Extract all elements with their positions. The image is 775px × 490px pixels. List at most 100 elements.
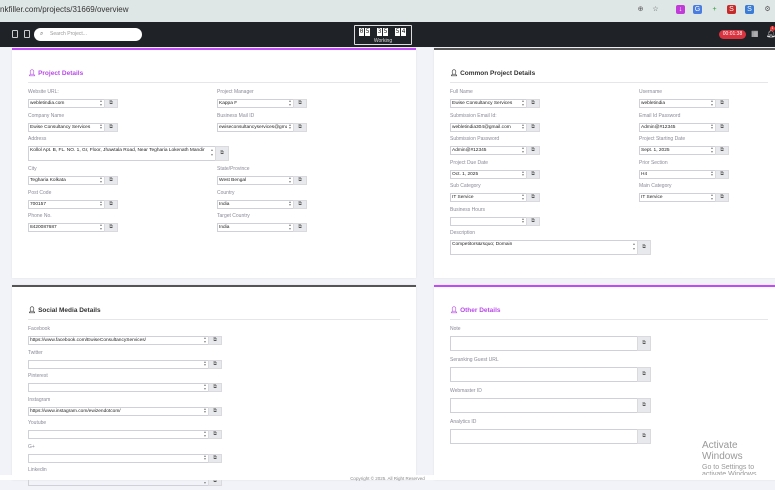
prior-section-input[interactable]: H4: [639, 169, 709, 179]
website-url-input[interactable]: webletindia.com: [28, 99, 98, 108]
copy-button[interactable]: ⧉: [637, 398, 651, 413]
submission-email-id-input[interactable]: webletindia304@gmail.com: [450, 122, 520, 132]
business-mail-id-input[interactable]: ewiseconsultancyservices@gma: [217, 122, 287, 132]
apps-grid-icon[interactable]: ▦: [751, 29, 759, 38]
url-text[interactable]: nkfiller.com/projects/31669/overview: [0, 5, 129, 14]
copy-button[interactable]: ⧉: [104, 223, 118, 232]
spinner-arrows-icon[interactable]: ▲▼: [202, 383, 208, 392]
post-code-input[interactable]: 700157: [28, 199, 98, 209]
spinner-arrows-icon[interactable]: ▲▼: [98, 223, 104, 232]
extension-icon[interactable]: ↓: [676, 5, 685, 14]
copy-button[interactable]: ⧉: [637, 336, 651, 351]
spinner-arrows-icon[interactable]: ▲▼: [709, 193, 715, 202]
spinner-arrows-icon[interactable]: ▲▼: [98, 176, 104, 185]
note-input[interactable]: [450, 336, 637, 351]
copy-button[interactable]: ⧉: [526, 193, 540, 202]
company-name-input[interactable]: Ewise Consultancy Services: [28, 122, 98, 132]
extension-icon[interactable]: S: [727, 5, 736, 14]
youtube-input[interactable]: [28, 430, 202, 439]
instagram-input[interactable]: https://www.instagram.com/ewizendotcom/: [28, 406, 202, 416]
spinner-arrows-icon[interactable]: ▲▼: [287, 99, 293, 108]
analytics-id-input[interactable]: [450, 429, 637, 444]
bookmark-star-icon[interactable]: ☆: [652, 6, 659, 13]
copy-button[interactable]: ⧉: [104, 176, 118, 185]
zoom-icon[interactable]: ⊕: [637, 6, 644, 13]
business-hours-input[interactable]: [450, 216, 520, 226]
pinterest-input[interactable]: [28, 383, 202, 392]
copy-button[interactable]: ⧉: [526, 169, 540, 179]
seranking-guest-url-input[interactable]: [450, 367, 637, 382]
spinner-arrows-icon[interactable]: ▲▼: [202, 453, 208, 463]
copy-button[interactable]: ⧉: [293, 99, 307, 108]
copy-button[interactable]: ⧉: [637, 240, 651, 255]
spinner-arrows-icon[interactable]: ▲▼: [98, 199, 104, 209]
spinner-arrows-icon[interactable]: ▲▼: [98, 99, 104, 108]
address-input[interactable]: Kollol Apt. B, FL. NO. 1, Gr, Floor, Jha…: [28, 146, 209, 161]
copy-button[interactable]: ⧉: [526, 146, 540, 155]
extensions-puzzle-icon[interactable]: ⚙: [764, 6, 771, 13]
browser-address-bar[interactable]: nkfiller.com/projects/31669/overview ⊕ ☆…: [0, 0, 775, 22]
spinner-arrows-icon[interactable]: ▲▼: [520, 216, 526, 226]
webmaster-id-input[interactable]: [450, 398, 637, 413]
copy-button[interactable]: ⧉: [208, 359, 222, 369]
description-input[interactable]: Competitors&rsquo; Domain: [450, 240, 631, 255]
search-input[interactable]: ⌕ Search Project...: [34, 28, 142, 41]
email-id-password-input[interactable]: Admin@#12345: [639, 122, 709, 132]
spinner-arrows-icon[interactable]: ▲▼: [709, 122, 715, 132]
spinner-arrows-icon[interactable]: ▲▼: [520, 99, 526, 108]
project-due-date-input[interactable]: Oct. 1, 2025: [450, 169, 520, 179]
copy-button[interactable]: ⧉: [293, 199, 307, 209]
twitter-input[interactable]: [28, 359, 202, 369]
plus-extension-icon[interactable]: +: [712, 6, 717, 13]
spinner-arrows-icon[interactable]: ▲▼: [520, 169, 526, 179]
copy-button[interactable]: ⧉: [715, 193, 729, 202]
spinner-arrows-icon[interactable]: ▲▼: [98, 122, 104, 132]
spinner-arrows-icon[interactable]: ▲▼: [520, 146, 526, 155]
copy-button[interactable]: ⧉: [715, 99, 729, 108]
copy-button[interactable]: ⧉: [104, 122, 118, 132]
bell-icon[interactable]: 🔔︎: [766, 29, 775, 38]
copy-button[interactable]: ⧉: [526, 216, 540, 226]
full-name-input[interactable]: Ewise Consultancy Services: [450, 99, 520, 108]
checklist-icon[interactable]: [24, 30, 30, 38]
spinner-arrows-icon[interactable]: ▲▼: [287, 199, 293, 209]
spinner-arrows-icon[interactable]: ▲▼: [202, 336, 208, 345]
copy-button[interactable]: ⧉: [208, 453, 222, 463]
copy-button[interactable]: ⧉: [208, 336, 222, 345]
spinner-arrows-icon[interactable]: ▲▼: [709, 146, 715, 155]
copy-button[interactable]: ⧉: [293, 223, 307, 232]
country-input[interactable]: India: [217, 199, 287, 209]
spinner-arrows-icon[interactable]: ▲▼: [202, 430, 208, 439]
copy-button[interactable]: ⧉: [208, 430, 222, 439]
target-country-input[interactable]: India: [217, 223, 287, 232]
spinner-arrows-icon[interactable]: ▲▼: [209, 146, 215, 161]
facebook-input[interactable]: https://www.facebook.com/EwiseConsultanc…: [28, 336, 202, 345]
spinner-arrows-icon[interactable]: ▲▼: [520, 122, 526, 132]
submission-password-input[interactable]: Admin@#12345: [450, 146, 520, 155]
copy-button[interactable]: ⧉: [104, 99, 118, 108]
copy-button[interactable]: ⧉: [208, 406, 222, 416]
copy-button[interactable]: ⧉: [715, 146, 729, 155]
copy-button[interactable]: ⧉: [637, 429, 651, 444]
spinner-arrows-icon[interactable]: ▲▼: [709, 169, 715, 179]
spinner-arrows-icon[interactable]: ▲▼: [287, 122, 293, 132]
copy-button[interactable]: ⧉: [715, 169, 729, 179]
spinner-arrows-icon[interactable]: ▲▼: [287, 176, 293, 185]
spinner-arrows-icon[interactable]: ▲▼: [202, 359, 208, 369]
clipboard-icon[interactable]: [12, 30, 18, 38]
translate-extension-icon[interactable]: G: [693, 5, 702, 14]
copy-button[interactable]: ⧉: [637, 367, 651, 382]
sub-category-input[interactable]: IT Service: [450, 193, 520, 202]
copy-button[interactable]: ⧉: [526, 99, 540, 108]
project-manager-input[interactable]: Kappa F: [217, 99, 287, 108]
username-input[interactable]: webletindia: [639, 99, 709, 108]
spinner-arrows-icon[interactable]: ▲▼: [631, 240, 637, 255]
spinner-arrows-icon[interactable]: ▲▼: [287, 223, 293, 232]
copy-button[interactable]: ⧉: [208, 383, 222, 392]
spinner-arrows-icon[interactable]: ▲▼: [202, 406, 208, 416]
copy-button[interactable]: ⧉: [526, 122, 540, 132]
spinner-arrows-icon[interactable]: ▲▼: [709, 99, 715, 108]
timer-badge[interactable]: 00:01:38: [719, 30, 746, 39]
project-starting-date-input[interactable]: Sept. 1, 2025: [639, 146, 709, 155]
g-input[interactable]: [28, 453, 202, 463]
